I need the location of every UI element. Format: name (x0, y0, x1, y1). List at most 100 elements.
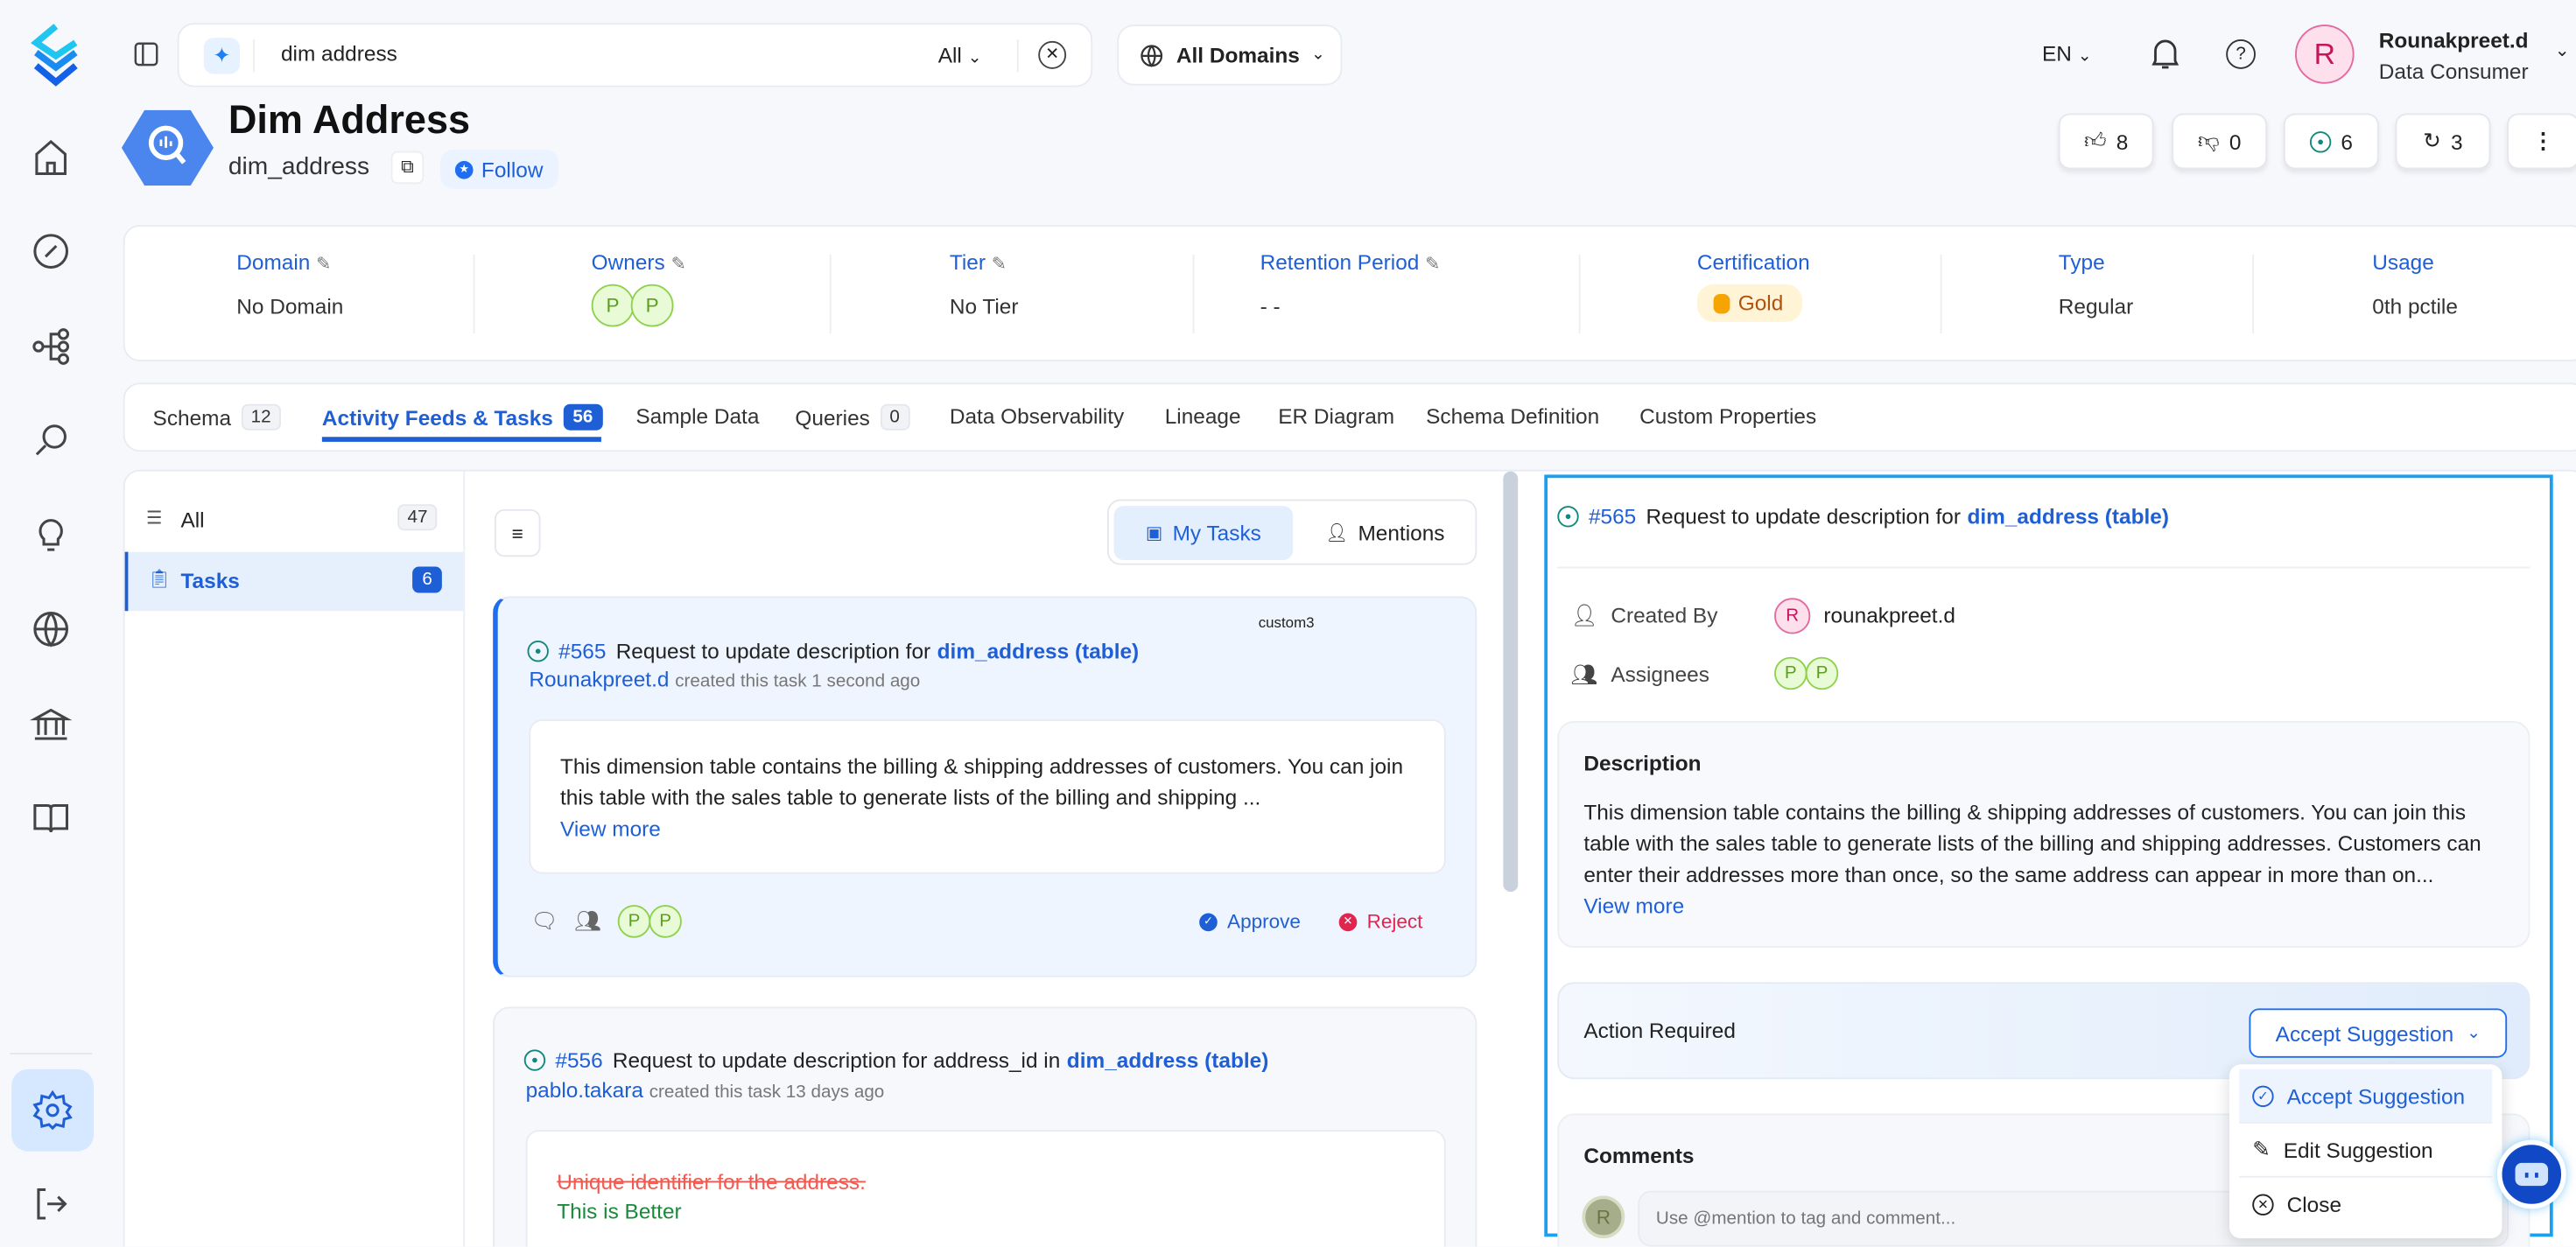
creator-avatar[interactable]: R (1774, 598, 1811, 634)
filter-tasks[interactable]: 📋︎ Tasks 6 (124, 551, 464, 612)
logout-icon[interactable] (30, 1182, 73, 1225)
mentions-toggle[interactable]: 👤︎ Mentions (1302, 506, 1467, 560)
task-card[interactable]: #556 Request to update description for a… (493, 1006, 1478, 1247)
detail-task-id[interactable]: #565 (1588, 504, 1637, 529)
explore-compass-icon[interactable] (30, 230, 73, 273)
edit-domain-icon[interactable]: ✎ (316, 254, 332, 275)
filter-count: 6 (412, 566, 443, 593)
home-icon[interactable] (30, 137, 73, 179)
domain-selector[interactable]: All Domains ⌄ (1117, 25, 1343, 86)
help-icon[interactable]: ? (2226, 39, 2256, 69)
approve-button[interactable]: ✓ Approve (1199, 910, 1301, 933)
task-card[interactable]: custom3 #565 Request to update descripti… (493, 596, 1478, 977)
task-description: This dimension table contains the billin… (560, 753, 1404, 810)
observability-icon[interactable] (30, 419, 73, 462)
task-id[interactable]: #556 (555, 1047, 603, 1073)
tab-activity-feeds[interactable]: Activity Feeds & Tasks 56 (321, 403, 603, 431)
search-scope-dropdown[interactable]: All ⌄ (938, 43, 982, 67)
logo[interactable] (26, 23, 86, 88)
task-entity-link[interactable]: dim_address (table) (937, 639, 1140, 664)
menu-item-close[interactable]: ✕ Close (2239, 1178, 2492, 1232)
user-menu-chevron-icon[interactable]: ⌄ (2554, 40, 2570, 61)
action-required-label: Action Required (1583, 1018, 1736, 1043)
downvote-button[interactable]: 👎︎ 0 (2172, 113, 2268, 170)
edit-owners-icon[interactable]: ✎ (670, 254, 686, 275)
domain-selector-label: All Domains (1176, 42, 1300, 67)
ai-sparkle-icon[interactable]: ✦ (203, 38, 241, 74)
more-options-button[interactable]: ⋮ (2507, 113, 2576, 170)
menu-item-edit-suggestion[interactable]: ✎ Edit Suggestion (2239, 1124, 2493, 1178)
domain-label: Domain (236, 249, 311, 275)
owner-avatar[interactable]: P (630, 284, 674, 327)
close-circle-icon: ✕ (2252, 1194, 2274, 1215)
lineage-icon[interactable] (30, 326, 73, 368)
language-selector[interactable]: EN ⌄ (2042, 41, 2091, 66)
settings-gear-icon[interactable] (11, 1068, 94, 1152)
view-more-link[interactable]: View more (1583, 893, 1685, 919)
diff-added-text: This is Better (557, 1199, 682, 1224)
created-by-label: Created By (1611, 602, 1718, 627)
edit-tier-icon[interactable]: ✎ (991, 254, 1007, 275)
assignee-avatar[interactable]: P (1774, 656, 1807, 690)
chevron-down-icon: ⌄ (967, 49, 982, 67)
governance-bank-icon[interactable] (29, 703, 73, 746)
assignee-avatar[interactable]: P (1805, 656, 1839, 690)
user-avatar[interactable]: R (2295, 25, 2355, 84)
follow-button[interactable]: ★ Follow (440, 149, 558, 189)
insights-bulb-icon[interactable] (30, 514, 73, 557)
task-entity-link[interactable]: dim_address (table) (1066, 1047, 1269, 1073)
tab-queries[interactable]: Queries 0 (795, 403, 910, 431)
domains-globe-icon[interactable] (30, 607, 73, 650)
glossary-book-icon[interactable] (30, 796, 73, 839)
notifications-bell-icon[interactable] (2151, 38, 2180, 71)
task-author[interactable]: pablo.takara (525, 1077, 643, 1103)
feed-scrollbar[interactable] (1503, 471, 1519, 893)
owner-avatar[interactable]: P (591, 284, 635, 327)
task-author[interactable]: Rounakpreet.d (529, 667, 670, 692)
edit-retention-icon[interactable]: ✎ (1425, 254, 1441, 275)
assignee-avatar[interactable]: P (617, 905, 651, 938)
tab-schema[interactable]: Schema 12 (153, 403, 281, 431)
filter-sort-button[interactable]: ≡ (494, 508, 541, 557)
tab-custom-properties[interactable]: Custom Properties (1639, 404, 1816, 429)
follow-label: Follow (481, 157, 544, 182)
thumbs-down-icon: 👎︎ (2197, 128, 2220, 153)
search-bar[interactable]: ✦ All ⌄ ✕ (177, 23, 1093, 88)
upvote-button[interactable]: 👍︎ 8 (2058, 113, 2154, 170)
check-circle-icon: ✓ (1199, 912, 1218, 931)
filter-all[interactable]: ☰ All 47 (125, 496, 464, 545)
user-name[interactable]: Rounakpreet.d (2378, 27, 2529, 53)
action-required-card: Action Required Accept Suggestion ⌄ (1557, 982, 2530, 1080)
creator-name[interactable]: rounakpreet.d (1823, 602, 1955, 627)
upvote-count: 8 (2116, 129, 2129, 154)
retention-value: - - (1260, 293, 1281, 319)
action-dropdown[interactable]: Accept Suggestion ⌄ (2249, 1008, 2508, 1058)
my-tasks-toggle[interactable]: ▣ My Tasks (1113, 506, 1294, 561)
menu-item-accept-suggestion[interactable]: ✓ Accept Suggestion (2239, 1068, 2493, 1124)
tab-label: Activity Feeds & Tasks (321, 404, 553, 430)
tab-sample-data[interactable]: Sample Data (635, 404, 759, 429)
sidebar-toggle-icon[interactable] (133, 41, 159, 67)
search-input[interactable] (280, 40, 775, 67)
version-history-button[interactable]: ↻ 3 (2395, 113, 2491, 170)
reject-button[interactable]: ✕ Reject (1338, 910, 1422, 933)
comment-icon[interactable]: 🗨︎ (530, 907, 558, 934)
tasks-count: 6 (2341, 129, 2353, 154)
tab-er-diagram[interactable]: ER Diagram (1278, 404, 1394, 429)
tab-data-observability[interactable]: Data Observability (950, 404, 1124, 429)
task-open-icon (523, 1049, 546, 1071)
tasks-button[interactable]: 6 (2283, 113, 2379, 170)
tab-lineage[interactable]: Lineage (1165, 404, 1241, 429)
assignee-avatar[interactable]: P (649, 905, 682, 938)
task-diff-box: Unique identifier for the address. This … (525, 1130, 1446, 1247)
view-more-link[interactable]: View more (560, 816, 661, 841)
chatbot-button[interactable] (2496, 1139, 2566, 1209)
user-mention-icon: 👤︎ (1324, 523, 1349, 544)
search-scope-label: All (937, 42, 962, 67)
task-icon: ▣ (1145, 523, 1163, 544)
task-id[interactable]: #565 (558, 639, 607, 664)
copy-icon[interactable]: ⧉ (390, 151, 425, 185)
tab-schema-definition[interactable]: Schema Definition (1426, 404, 1599, 429)
clear-search-icon[interactable]: ✕ (1038, 40, 1067, 69)
detail-entity-link[interactable]: dim_address (table) (1967, 504, 2170, 529)
